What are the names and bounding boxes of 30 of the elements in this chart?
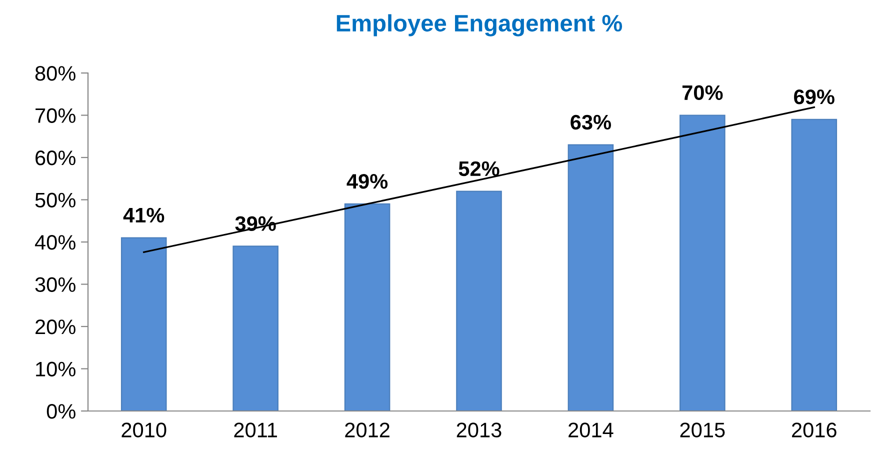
chart-title: Employee Engagement % (336, 14, 622, 36)
data-label: 70% (682, 85, 723, 100)
x-tick-label: 2015 (680, 422, 725, 438)
x-tick-label: 2016 (792, 422, 836, 438)
y-tick-label: 70% (36, 108, 76, 124)
y-tick-label: 50% (35, 192, 76, 208)
y-tick-label: 30% (35, 277, 76, 292)
bar (791, 118, 838, 411)
bar (456, 190, 502, 411)
x-tick-label: 2010 (122, 422, 166, 438)
y-tick-label: 0% (46, 404, 76, 419)
bar (568, 144, 614, 411)
y-tick-label: 40% (34, 235, 76, 250)
data-label: 69% (794, 89, 834, 104)
data-label: 52% (458, 161, 500, 176)
x-tick-label: 2012 (345, 422, 390, 438)
x-tick-label: 2014 (568, 422, 614, 438)
data-label: 63% (570, 114, 612, 130)
bar (120, 237, 167, 411)
x-tick-label: 2013 (456, 422, 502, 438)
bar (680, 114, 726, 411)
data-label: 49% (346, 174, 388, 189)
y-tick-label: 80% (35, 66, 76, 81)
bar (344, 203, 390, 411)
bar (232, 246, 278, 411)
y-tick-label: 10% (36, 362, 76, 377)
y-tick-label: 20% (36, 320, 76, 334)
data-label: 41% (123, 208, 164, 223)
y-tick-label: 60% (36, 150, 76, 166)
x-tick-label: 2011 (234, 422, 277, 438)
